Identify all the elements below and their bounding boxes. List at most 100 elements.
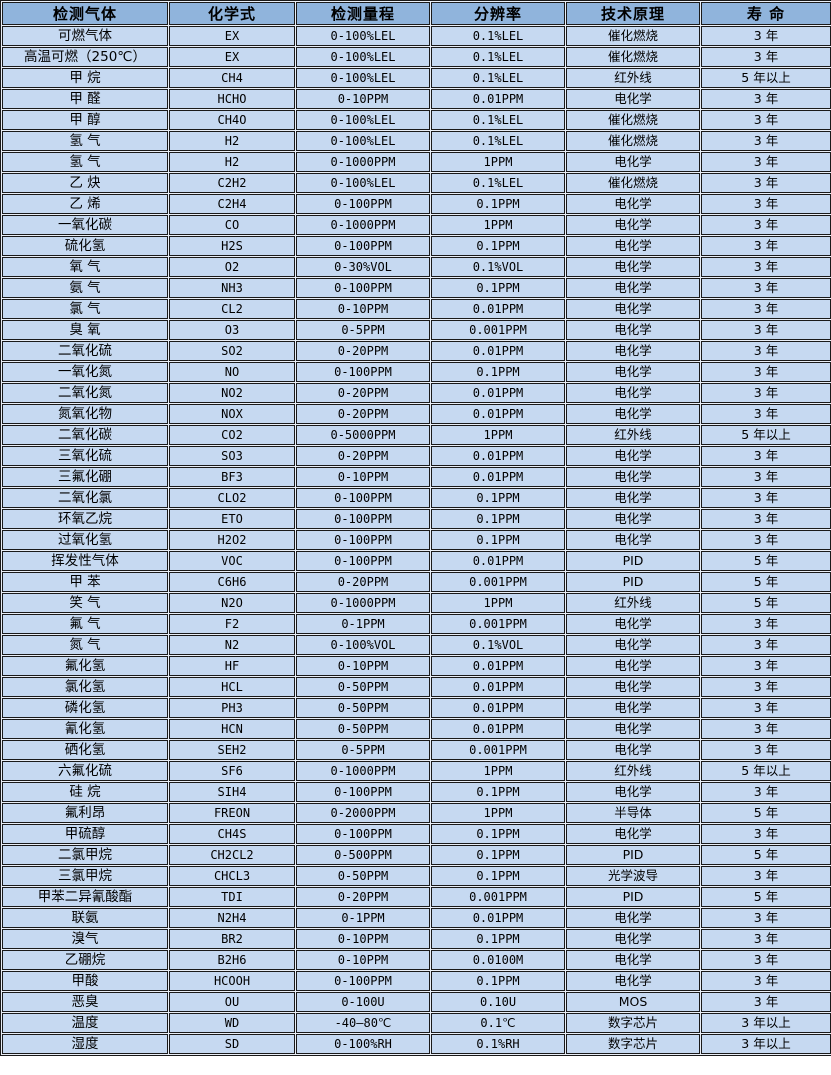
cell: 3 年以上 <box>701 1013 831 1033</box>
table-row: 甲 烷 CH4 0-100%LEL 0.1%LEL 红外线 5 年以上 <box>2 68 831 88</box>
cell: 0-100PPM <box>296 509 430 529</box>
cell: 0.1%VOL <box>431 257 565 277</box>
table-row: 挥发性气体 VOC 0-100PPM 0.01PPM PID 5 年 <box>2 551 831 571</box>
cell: 0.1%LEL <box>431 110 565 130</box>
cell: 0-2000PPM <box>296 803 430 823</box>
cell: 3 年 <box>701 152 831 172</box>
cell: 3 年 <box>701 278 831 298</box>
cell: H2S <box>169 236 295 256</box>
column-header: 化学式 <box>169 2 295 25</box>
cell: N2 <box>169 635 295 655</box>
cell: 0.1PPM <box>431 278 565 298</box>
cell: 电化学 <box>566 824 700 844</box>
cell: 3 年 <box>701 236 831 256</box>
cell: 氧 气 <box>2 257 168 277</box>
cell: HCOOH <box>169 971 295 991</box>
cell: 0.1℃ <box>431 1013 565 1033</box>
cell: 0.01PPM <box>431 299 565 319</box>
cell: 0-20PPM <box>296 383 430 403</box>
cell: 3 年 <box>701 866 831 886</box>
cell: C2H2 <box>169 173 295 193</box>
cell: 电化学 <box>566 698 700 718</box>
cell: 3 年 <box>701 26 831 46</box>
table-row: 笑 气 N2O 0-1000PPM 1PPM 红外线 5 年 <box>2 593 831 613</box>
cell: 电化学 <box>566 215 700 235</box>
cell: TDI <box>169 887 295 907</box>
cell: 0.1%LEL <box>431 173 565 193</box>
cell: NH3 <box>169 278 295 298</box>
cell: 电化学 <box>566 383 700 403</box>
cell: 3 年 <box>701 89 831 109</box>
cell: 氯化氢 <box>2 677 168 697</box>
cell: 1PPM <box>431 761 565 781</box>
cell: 电化学 <box>566 362 700 382</box>
cell: 甲 烷 <box>2 68 168 88</box>
cell: O3 <box>169 320 295 340</box>
cell: 光学波导 <box>566 866 700 886</box>
table-row: 氟化氢 HF 0-10PPM 0.01PPM 电化学 3 年 <box>2 656 831 676</box>
cell: 5 年以上 <box>701 425 831 445</box>
cell: 3 年 <box>701 509 831 529</box>
cell: 3 年 <box>701 341 831 361</box>
cell: PID <box>566 572 700 592</box>
cell: 电化学 <box>566 257 700 277</box>
cell: CH4O <box>169 110 295 130</box>
cell: 六氟化硫 <box>2 761 168 781</box>
cell: 0-10PPM <box>296 950 430 970</box>
cell: HCN <box>169 719 295 739</box>
cell: 催化燃烧 <box>566 173 700 193</box>
cell: 0-50PPM <box>296 698 430 718</box>
cell: 3 年 <box>701 929 831 949</box>
cell: 可燃气体 <box>2 26 168 46</box>
cell: CHCL3 <box>169 866 295 886</box>
cell: 催化燃烧 <box>566 26 700 46</box>
table-row: 硅 烷 SIH4 0-100PPM 0.1PPM 电化学 3 年 <box>2 782 831 802</box>
cell: 0.01PPM <box>431 719 565 739</box>
cell: 二氧化硫 <box>2 341 168 361</box>
table-row: 氯化氢 HCL 0-50PPM 0.01PPM 电化学 3 年 <box>2 677 831 697</box>
cell: 电化学 <box>566 782 700 802</box>
table-row: 氢 气 H2 0-1000PPM 1PPM 电化学 3 年 <box>2 152 831 172</box>
cell: 电化学 <box>566 278 700 298</box>
cell: 甲 醛 <box>2 89 168 109</box>
cell: 3 年 <box>701 677 831 697</box>
cell: 甲苯二异氰酸酯 <box>2 887 168 907</box>
cell: 氟 气 <box>2 614 168 634</box>
cell: 5 年 <box>701 803 831 823</box>
cell: 乙 炔 <box>2 173 168 193</box>
cell: 0-10PPM <box>296 929 430 949</box>
cell: WD <box>169 1013 295 1033</box>
table-row: 乙 烯 C2H4 0-100PPM 0.1PPM 电化学 3 年 <box>2 194 831 214</box>
cell: 红外线 <box>566 68 700 88</box>
cell: 氯 气 <box>2 299 168 319</box>
cell: 磷化氢 <box>2 698 168 718</box>
cell: 氟利昂 <box>2 803 168 823</box>
cell: 电化学 <box>566 635 700 655</box>
cell: F2 <box>169 614 295 634</box>
cell: 3 年 <box>701 194 831 214</box>
cell: 3 年 <box>701 446 831 466</box>
cell: 电化学 <box>566 488 700 508</box>
cell: 数字芯片 <box>566 1034 700 1054</box>
cell: 3 年 <box>701 992 831 1012</box>
cell: 5 年 <box>701 551 831 571</box>
table-row: 三氧化硫 SO3 0-20PPM 0.01PPM 电化学 3 年 <box>2 446 831 466</box>
cell: SIH4 <box>169 782 295 802</box>
cell: 0-1000PPM <box>296 215 430 235</box>
cell: 0-5PPM <box>296 320 430 340</box>
cell: 3 年 <box>701 404 831 424</box>
cell: 硫化氢 <box>2 236 168 256</box>
table-row: 二氯甲烷 CH2CL2 0-500PPM 0.1PPM PID 5 年 <box>2 845 831 865</box>
cell: 0.1PPM <box>431 782 565 802</box>
cell: 二氧化氯 <box>2 488 168 508</box>
cell: 0-1000PPM <box>296 761 430 781</box>
cell: 3 年 <box>701 488 831 508</box>
table-row: 臭 氧 O3 0-5PPM 0.001PPM 电化学 3 年 <box>2 320 831 340</box>
table-row: 联氨 N2H4 0-1PPM 0.01PPM 电化学 3 年 <box>2 908 831 928</box>
cell: 1PPM <box>431 152 565 172</box>
cell: OU <box>169 992 295 1012</box>
cell: CO2 <box>169 425 295 445</box>
table-row: 氟利昂 FREON 0-2000PPM 1PPM 半导体 5 年 <box>2 803 831 823</box>
cell: 0-100%RH <box>296 1034 430 1054</box>
